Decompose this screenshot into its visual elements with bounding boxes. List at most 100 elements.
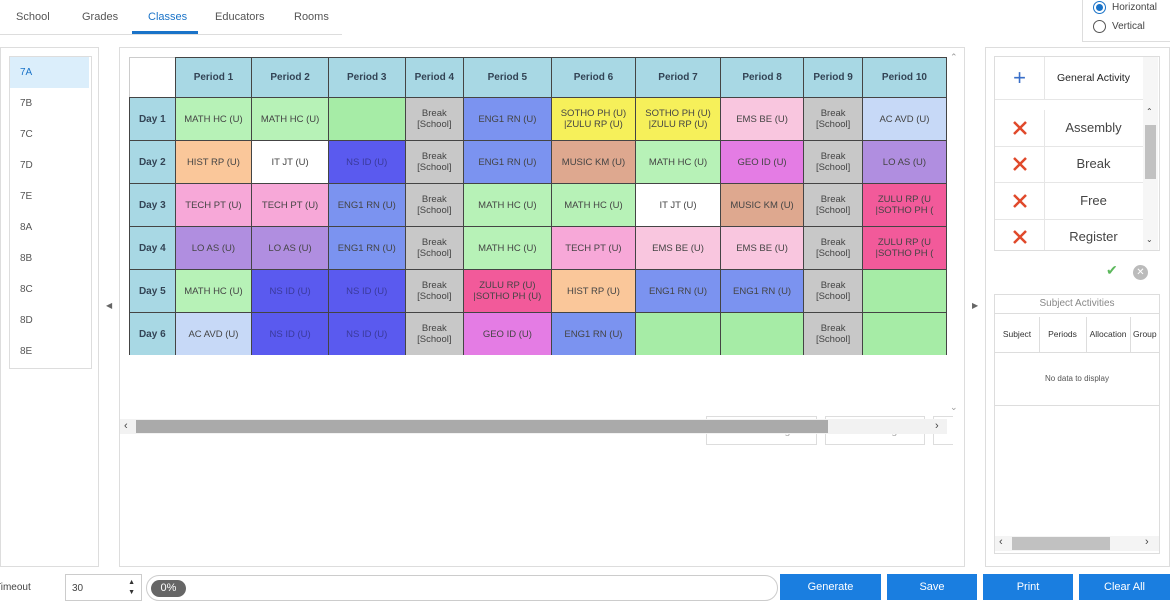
column-allocation[interactable]: Allocation xyxy=(1086,317,1131,352)
class-item-8c[interactable]: 8C xyxy=(20,284,33,295)
activity-row-free[interactable]: Free xyxy=(995,183,1143,220)
timetable-cell[interactable]: AC AVD (U) xyxy=(174,312,253,355)
remove-icon[interactable] xyxy=(995,146,1045,182)
collapse-left-arrow-icon[interactable]: ◀ xyxy=(106,301,113,310)
activity-row-register[interactable]: Register xyxy=(995,219,1143,250)
timetable-cell[interactable] xyxy=(861,312,947,355)
timetable-cell[interactable]: TECH PT (U) xyxy=(251,183,329,227)
timetable-cell[interactable] xyxy=(719,312,805,355)
timetable-cell[interactable]: ZULU RP (U |SOTHO PH ( xyxy=(861,226,947,270)
timetable-cell[interactable]: NS ID (U) xyxy=(251,269,329,313)
step-down-icon[interactable]: ▼ xyxy=(128,589,135,596)
class-item-8a[interactable]: 8A xyxy=(20,222,33,233)
remove-icon[interactable] xyxy=(995,183,1045,219)
timetable-cell[interactable]: NS ID (U) xyxy=(327,140,406,184)
class-item-7b[interactable]: 7B xyxy=(20,98,33,109)
timetable-cell[interactable]: Break [School] xyxy=(404,269,465,313)
timeout-input[interactable]: 30 ▲ ▼ xyxy=(65,574,142,601)
tab-classes[interactable]: Classes xyxy=(148,11,188,23)
column-subject[interactable]: Subject xyxy=(995,317,1040,352)
scroll-up-icon[interactable]: ⌃ xyxy=(950,52,958,62)
timetable-cell[interactable]: Break [School] xyxy=(803,226,863,270)
timetable-cell[interactable]: MUSIC KM (U) xyxy=(550,140,637,184)
timetable-cell[interactable]: GEO ID (U) xyxy=(463,312,552,355)
timetable-cell[interactable]: SOTHO PH (U) |ZULU RP (U) xyxy=(550,97,637,141)
confirm-check-icon[interactable]: ✔ xyxy=(1106,262,1118,278)
scroll-down-icon[interactable]: ⌄ xyxy=(950,402,958,412)
radio-horizontal[interactable] xyxy=(1093,1,1106,14)
timetable-cell[interactable]: Break [School] xyxy=(803,269,863,313)
timetable-cell[interactable]: ENG1 RN (U) xyxy=(719,269,805,313)
print-button[interactable]: Print xyxy=(983,574,1073,600)
orientation-horizontal[interactable]: Horizontal xyxy=(1093,1,1157,14)
timetable-cell[interactable]: Break [School] xyxy=(404,183,465,227)
timetable-cell[interactable]: Break [School] xyxy=(803,183,863,227)
timetable-cell[interactable] xyxy=(327,97,406,141)
timetable-cell[interactable]: EMS BE (U) xyxy=(635,226,721,270)
subject-activities-scrollbar[interactable]: ‹ › xyxy=(995,536,1159,551)
timetable-cell[interactable]: MATH HC (U) xyxy=(463,183,552,227)
timetable-cell[interactable]: ENG1 RN (U) xyxy=(327,183,406,227)
timeout-stepper[interactable]: ▲ ▼ xyxy=(128,578,135,598)
tab-school[interactable]: School xyxy=(16,11,50,23)
timetable-cell[interactable]: LO AS (U) xyxy=(861,140,947,184)
clear-all-button[interactable]: Clear All xyxy=(1079,574,1170,600)
tab-educators[interactable]: Educators xyxy=(215,11,265,23)
timetable-cell[interactable]: EMS BE (U) xyxy=(719,226,805,270)
timetable-cell[interactable]: HIST RP (U) xyxy=(174,140,253,184)
timetable-cell[interactable]: TECH PT (U) xyxy=(174,183,253,227)
scroll-up-icon[interactable]: ⌃ xyxy=(1146,107,1153,116)
activities-scrollbar[interactable]: ⌃ ⌄ xyxy=(1143,57,1158,250)
timetable-cell[interactable]: Break [School] xyxy=(803,140,863,184)
timetable-cell[interactable]: MATH HC (U) xyxy=(550,183,637,227)
step-up-icon[interactable]: ▲ xyxy=(128,579,135,586)
timetable-cell[interactable]: Break [School] xyxy=(803,312,863,355)
timetable-horizontal-scrollbar[interactable]: ‹ › xyxy=(120,419,947,434)
scroll-left-icon[interactable]: ‹ xyxy=(124,420,128,432)
column-group[interactable]: Group xyxy=(1133,329,1157,339)
timetable-cell[interactable]: SOTHO PH (U) |ZULU RP (U) xyxy=(635,97,721,141)
timetable-cell[interactable]: Break [School] xyxy=(404,140,465,184)
tab-grades[interactable]: Grades xyxy=(82,11,119,23)
timetable-cell[interactable]: ZULU RP (U |SOTHO PH ( xyxy=(861,183,947,227)
scroll-down-icon[interactable]: ⌄ xyxy=(1146,235,1153,244)
scrollbar-thumb[interactable] xyxy=(1145,125,1156,179)
orientation-vertical[interactable]: Vertical xyxy=(1093,20,1145,33)
timetable-cell[interactable]: MATH HC (U) xyxy=(174,269,253,313)
activity-row-break[interactable]: Break xyxy=(995,146,1143,183)
remove-icon[interactable] xyxy=(995,110,1045,146)
collapse-right-arrow-icon[interactable]: ▶ xyxy=(972,301,979,310)
timetable-cell[interactable]: NS ID (U) xyxy=(251,312,329,355)
timetable-cell[interactable]: Break [School] xyxy=(803,97,863,141)
timetable-cell[interactable]: HIST RP (U) xyxy=(550,269,637,313)
timetable-cell[interactable]: MATH HC (U) xyxy=(174,97,253,141)
scroll-right-icon[interactable]: › xyxy=(935,420,939,432)
timetable-cell[interactable]: EMS BE (U) xyxy=(719,97,805,141)
class-item-7c[interactable]: 7C xyxy=(20,129,33,140)
tab-rooms[interactable]: Rooms xyxy=(294,11,329,23)
timetable-cell[interactable]: Break [School] xyxy=(404,226,465,270)
class-item-8d[interactable]: 8D xyxy=(20,315,33,326)
timetable-cell[interactable] xyxy=(861,269,947,313)
timetable-cell[interactable]: LO AS (U) xyxy=(251,226,329,270)
scrollbar-thumb[interactable] xyxy=(136,420,828,433)
timetable-cell[interactable]: TECH PT (U) xyxy=(550,226,637,270)
cancel-circle-icon[interactable]: ✕ xyxy=(1133,265,1148,280)
timetable-cell[interactable]: GEO ID (U) xyxy=(719,140,805,184)
timetable-cell[interactable]: IT JT (U) xyxy=(251,140,329,184)
timetable-cell[interactable]: IT JT (U) xyxy=(635,183,721,227)
save-button[interactable]: Save xyxy=(887,574,977,600)
scroll-right-icon[interactable]: › xyxy=(1145,536,1149,548)
timetable-cell[interactable]: ENG1 RN (U) xyxy=(463,97,552,141)
timetable-cell[interactable] xyxy=(635,312,721,355)
timetable-cell[interactable]: ENG1 RN (U) xyxy=(463,140,552,184)
timetable-cell[interactable]: Break [School] xyxy=(404,97,465,141)
class-item-7a[interactable]: 7A xyxy=(10,57,89,88)
timetable-cell[interactable]: MATH HC (U) xyxy=(635,140,721,184)
timetable-cell[interactable]: NS ID (U) xyxy=(327,312,406,355)
activity-row-assembly[interactable]: Assembly xyxy=(995,110,1143,147)
timetable-cell[interactable]: Break [School] xyxy=(404,312,465,355)
timetable-cell[interactable]: ENG1 RN (U) xyxy=(550,312,637,355)
add-icon[interactable]: + xyxy=(995,57,1045,99)
timetable-cell[interactable]: LO AS (U) xyxy=(174,226,253,270)
